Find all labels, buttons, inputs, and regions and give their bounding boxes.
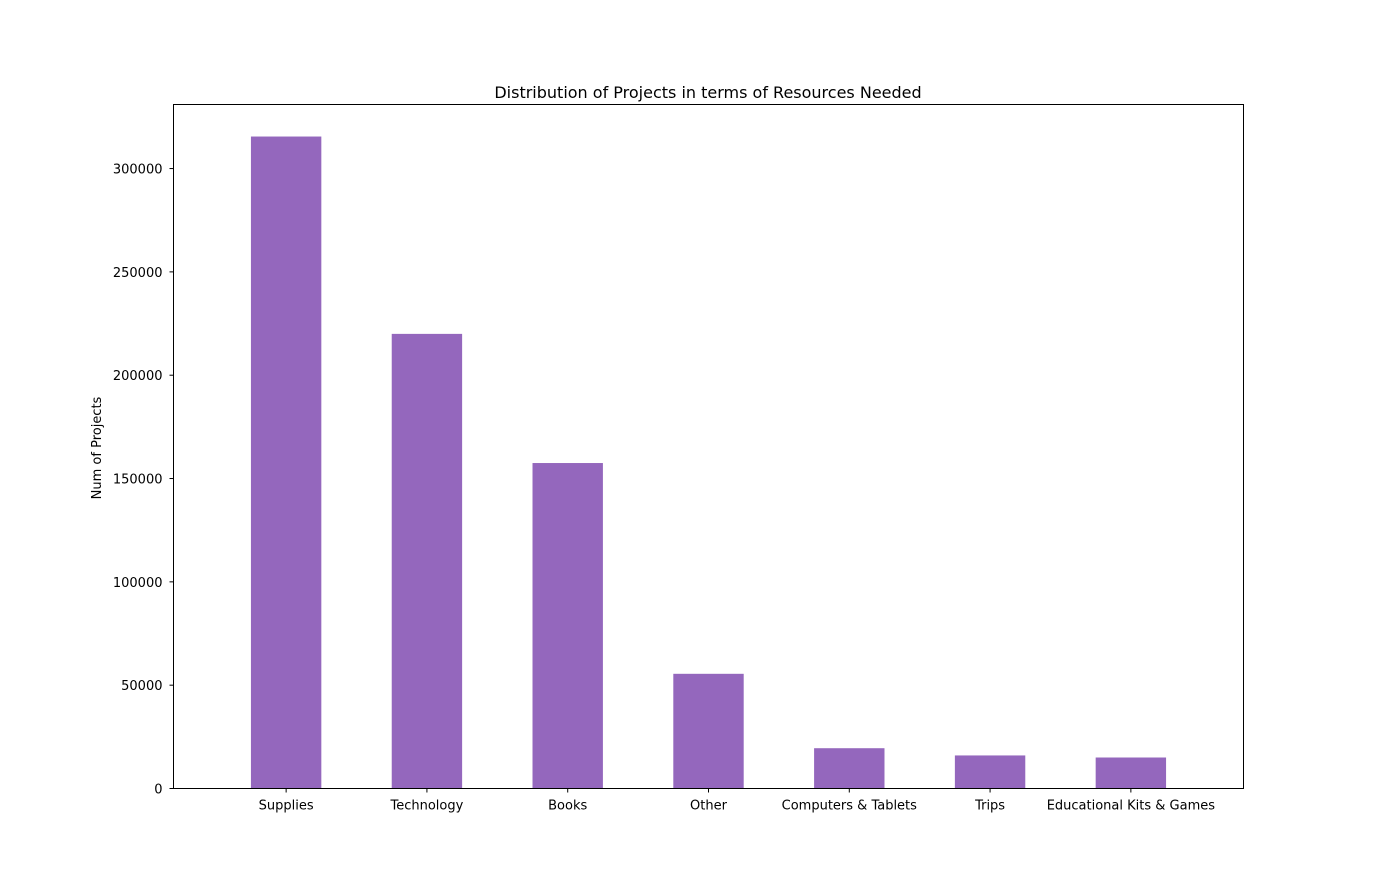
plot-frame [173, 104, 1244, 789]
bar [814, 748, 885, 789]
x-tick-label: Trips [974, 799, 1005, 814]
x-tick-label: Other [690, 799, 728, 814]
bar [673, 673, 744, 789]
x-tick-label: Books [548, 799, 587, 814]
bar [954, 755, 1026, 789]
bar [1095, 757, 1167, 789]
bar [391, 333, 463, 789]
y-tick-label: 0 [154, 783, 162, 798]
chart-title: Distribution of Projects in terms of Res… [494, 83, 921, 102]
y-tick-label: 100000 [113, 576, 163, 591]
y-tick-label: 150000 [113, 473, 163, 488]
x-tick-label: Educational Kits & Games [1047, 799, 1216, 814]
y-tick-label: 200000 [113, 369, 163, 384]
bar [532, 463, 603, 789]
y-axis: 0 50000 100000 150000 200000 250000 300000 [113, 163, 174, 798]
x-tick-label: Computers & Tablets [782, 799, 918, 814]
bars-group [250, 136, 1167, 789]
x-tick-label: Technology [390, 799, 464, 814]
x-tick-label: Supplies [259, 799, 314, 814]
bar [250, 136, 322, 789]
y-axis-label: Num of Projects [90, 396, 105, 499]
x-axis: Supplies Technology Books Other Computers & … [259, 788, 1216, 814]
y-tick-label: 300000 [113, 163, 163, 178]
y-tick-label: 50000 [121, 679, 162, 694]
y-tick-label: 250000 [113, 266, 163, 281]
